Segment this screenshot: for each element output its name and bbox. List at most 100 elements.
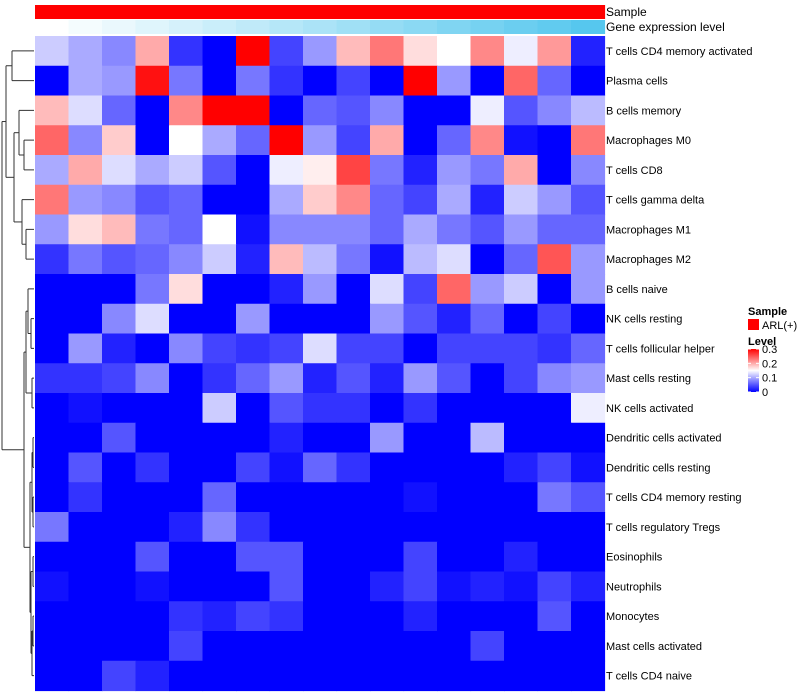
heatmap-cell: [370, 125, 405, 156]
heatmap-cell: [169, 214, 204, 245]
heatmap-cell: [437, 601, 472, 632]
heatmap-cell: [102, 214, 137, 245]
heatmap-cell: [403, 214, 438, 245]
heatmap-cell: [470, 244, 505, 275]
heatmap-cell: [68, 333, 103, 364]
heatmap-cell: [269, 601, 304, 632]
heatmap-cell: [437, 303, 472, 335]
heatmap-cell: [470, 541, 505, 573]
heatmap-cell: [102, 512, 137, 543]
row-label: Macrophages M0: [606, 135, 691, 147]
heatmap-cell: [269, 184, 304, 216]
heatmap-cell: [303, 95, 338, 126]
heatmap-cell: [169, 571, 204, 602]
heatmap-cell: [571, 36, 606, 67]
heatmap-cell: [202, 184, 237, 216]
heatmap-cell: [303, 422, 338, 454]
heatmap-cell: [202, 393, 237, 424]
heatmap-cell: [336, 482, 371, 513]
heatmap-cell: [135, 125, 170, 156]
heatmap-cell: [336, 214, 371, 245]
heatmap-cell: [269, 482, 304, 513]
heatmap-cell: [504, 125, 539, 156]
heatmap-cell: [169, 155, 204, 186]
heatmap-cell: [504, 214, 539, 245]
heatmap-cell: [403, 303, 438, 335]
heatmap-cell: [102, 452, 137, 483]
heatmap-cell: [169, 184, 204, 216]
heatmap-cell: [135, 274, 170, 305]
gene-expression-annotation-cell: [202, 20, 237, 34]
gene-expression-annotation-bar: [35, 20, 606, 34]
heatmap-cell: [336, 363, 371, 394]
heatmap-cell: [504, 393, 539, 424]
heatmap-cell: [135, 36, 170, 67]
heatmap-cell: [35, 155, 70, 186]
heatmap-cell: [336, 631, 371, 662]
gene-expression-annotation-cell: [336, 20, 371, 34]
heatmap-cell: [336, 125, 371, 156]
heatmap-cell: [370, 393, 405, 424]
legend-level-title: Level: [748, 336, 776, 348]
heatmap-cell: [403, 36, 438, 67]
heatmap-cell: [169, 422, 204, 454]
heatmap-cell: [370, 541, 405, 573]
heatmap-cell: [102, 184, 137, 216]
heatmap-cell: [202, 512, 237, 543]
heatmap-cell: [303, 571, 338, 602]
heatmap-cell: [571, 541, 606, 573]
heatmap-cell: [102, 36, 137, 67]
gene-expression-annotation-label: Gene expression level: [606, 20, 725, 34]
heatmap-cell: [470, 660, 505, 692]
heatmap-cell: [571, 274, 606, 305]
heatmap-cell: [169, 452, 204, 483]
heatmap-cell: [370, 333, 405, 364]
heatmap-cell: [68, 482, 103, 513]
gene-expression-annotation-cell: [68, 20, 103, 34]
heatmap-cell: [470, 274, 505, 305]
heatmap-cell: [303, 333, 338, 364]
heatmap-cell: [303, 452, 338, 483]
heatmap-cell: [370, 303, 405, 335]
heatmap-cell: [336, 422, 371, 454]
heatmap-cell: [303, 393, 338, 424]
heatmap-cell: [68, 363, 103, 394]
sample-annotation-label: Sample: [606, 5, 647, 19]
gene-expression-annotation-cell: [269, 20, 304, 34]
heatmap-cell: [202, 601, 237, 632]
heatmap-cell: [504, 244, 539, 275]
heatmap-cell: [269, 512, 304, 543]
sample-annotation-cell: [437, 5, 472, 19]
sample-annotation-cell: [135, 5, 170, 19]
heatmap-cell: [437, 393, 472, 424]
heatmap-cell: [68, 303, 103, 335]
heatmap-cell: [135, 95, 170, 126]
heatmap-cell: [470, 303, 505, 335]
heatmap-cell: [236, 452, 271, 483]
gene-expression-annotation-cell: [571, 20, 606, 34]
heatmap-cell: [336, 571, 371, 602]
heatmap-cell: [470, 393, 505, 424]
heatmap-cell: [504, 65, 539, 97]
heatmap-cell: [470, 363, 505, 394]
heatmap-cell: [269, 660, 304, 692]
legend-tick-label: 0.3: [762, 344, 777, 356]
row-label: Dendritic cells resting: [606, 462, 711, 474]
heatmap-cell: [504, 422, 539, 454]
heatmap-cell: [102, 333, 137, 364]
heatmap-cell: [202, 125, 237, 156]
heatmap-cell: [437, 571, 472, 602]
sample-annotation-cell: [303, 5, 338, 19]
heatmap-cell: [403, 155, 438, 186]
heatmap-cell: [336, 155, 371, 186]
heatmap-cell: [437, 541, 472, 573]
heatmap-cell: [537, 303, 572, 335]
legend-level-ticks: 0.3 0.2 0.1 0: [748, 344, 777, 399]
heatmap-cell: [236, 660, 271, 692]
legend-level-colorbar: [748, 349, 759, 392]
heatmap-cell: [35, 660, 70, 692]
heatmap-cell: [135, 601, 170, 632]
heatmap-cell: [470, 95, 505, 126]
heatmap-cell: [336, 274, 371, 305]
heatmap-cell: [202, 333, 237, 364]
